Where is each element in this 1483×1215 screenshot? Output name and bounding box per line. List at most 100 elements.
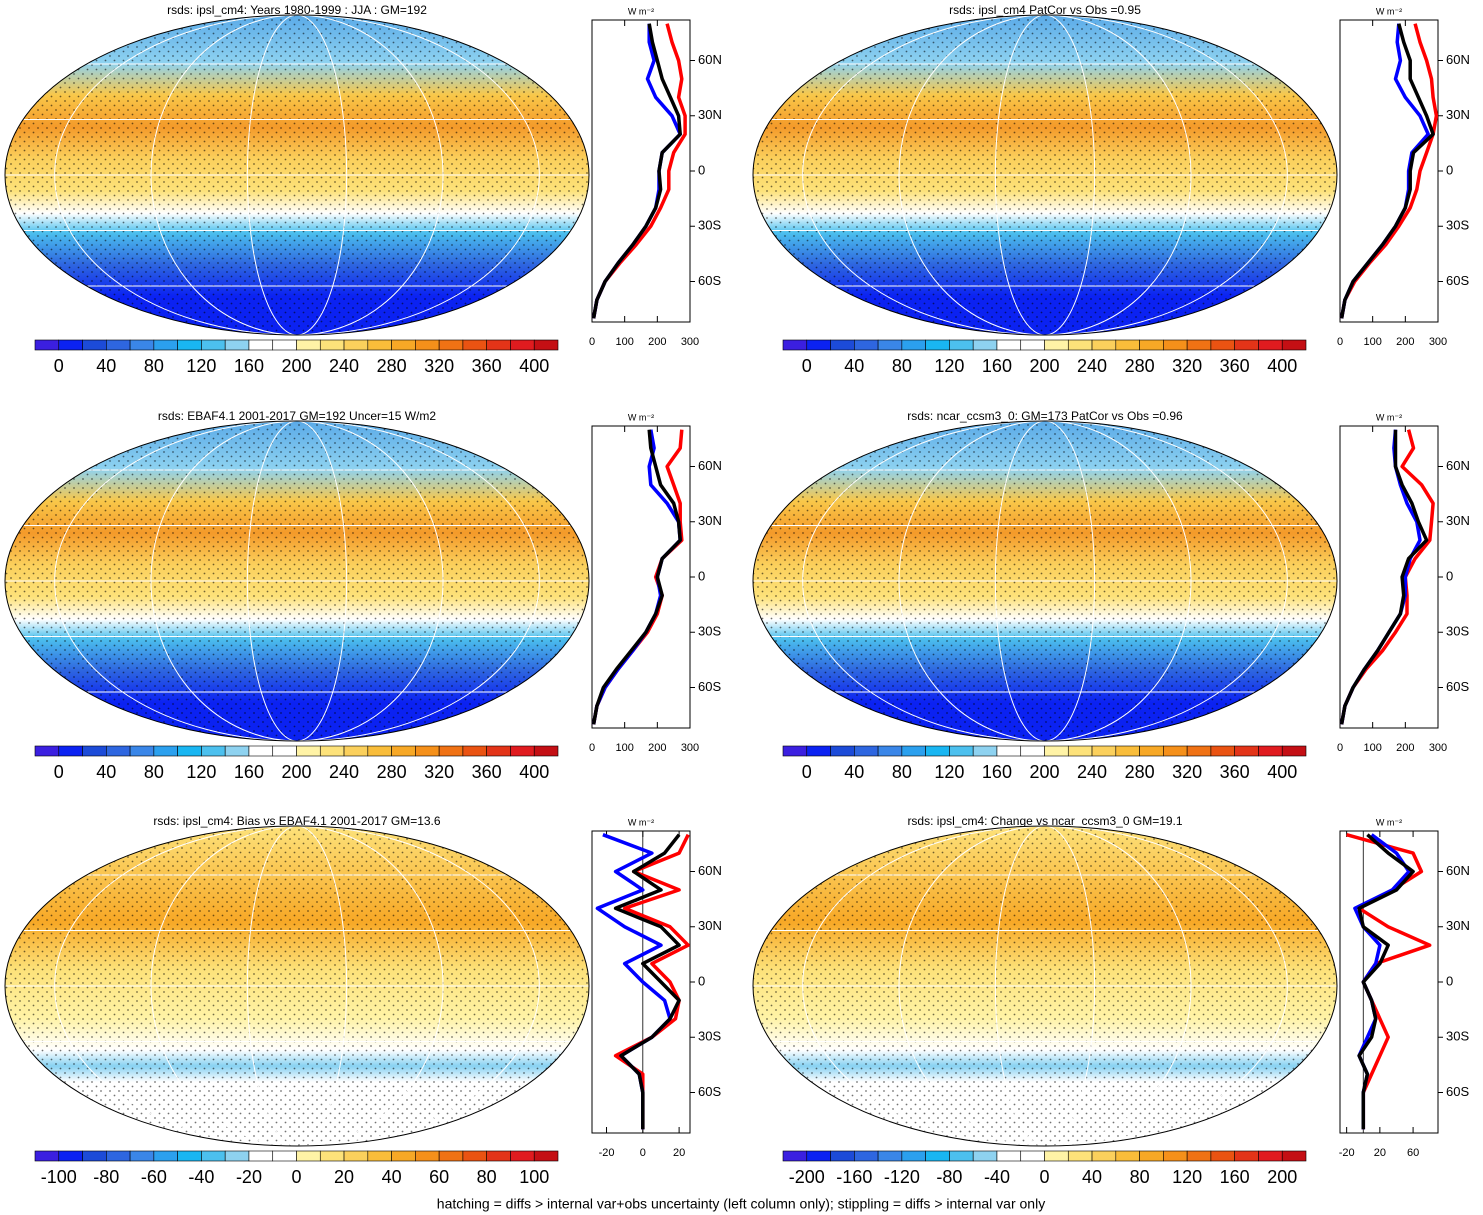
colorbar-box xyxy=(510,1150,535,1162)
colorbar-box xyxy=(1234,745,1259,757)
map xyxy=(5,15,589,335)
x-tick-label: 100 xyxy=(615,742,633,754)
colorbar-box xyxy=(272,1150,297,1162)
zonal-line xyxy=(613,833,681,1130)
colorbar-box xyxy=(1044,1150,1069,1162)
colorbar-box xyxy=(901,339,926,351)
colorbar-label: 80 xyxy=(144,762,164,782)
colorbar-label: 40 xyxy=(382,1167,402,1187)
zonal-line xyxy=(1346,833,1432,1130)
colorbar-label: 360 xyxy=(472,356,502,376)
colorbar-box xyxy=(533,1150,559,1162)
colorbar-label: -40 xyxy=(188,1167,214,1187)
y-tick-label: 0 xyxy=(698,568,705,583)
unit-label: W m⁻² xyxy=(1376,412,1402,422)
colorbar-box xyxy=(1163,1150,1188,1162)
colorbar-label: 120 xyxy=(186,356,216,376)
colorbar-box xyxy=(949,339,974,351)
colorbar-label: 120 xyxy=(1172,1167,1202,1187)
colorbar-box xyxy=(1258,745,1283,757)
colorbar-box xyxy=(1258,339,1283,351)
colorbar-box xyxy=(1186,1150,1212,1162)
colorbar-box xyxy=(34,745,60,757)
colorbar-box xyxy=(925,745,950,757)
colorbar-box xyxy=(415,745,440,757)
colorbar-label: 160 xyxy=(234,762,264,782)
colorbar-label: 0 xyxy=(1039,1167,1049,1187)
x-tick-label: 200 xyxy=(648,742,666,754)
map-border xyxy=(752,825,1338,1147)
x-tick-label: 200 xyxy=(648,336,666,348)
colorbar-label: 80 xyxy=(892,762,912,782)
colorbar-box xyxy=(34,1150,60,1162)
y-tick-label: 30N xyxy=(1446,513,1470,528)
y-tick-label: 60N xyxy=(698,52,722,67)
colorbar-box xyxy=(901,745,926,757)
colorbar-box xyxy=(996,745,1022,757)
colorbar-label: 0 xyxy=(291,1167,301,1187)
panel-title: rsds: ipsl_cm4: Change vs ncar_ccsm3_0 G… xyxy=(907,814,1182,828)
caption: hatching = diffs > internal var+obs unce… xyxy=(437,1196,1045,1212)
colorbar-label: 280 xyxy=(377,356,407,376)
colorbar-box xyxy=(153,745,178,757)
map-border xyxy=(4,420,590,742)
colorbar-box xyxy=(415,339,440,351)
colorbar-label: 20 xyxy=(334,1167,354,1187)
colorbar-label: -160 xyxy=(836,1167,872,1187)
x-tick-label: 100 xyxy=(1363,336,1381,348)
colorbar-box xyxy=(830,339,855,351)
colorbar-box xyxy=(391,339,416,351)
zonal-line xyxy=(591,23,682,319)
colorbar-box xyxy=(106,339,131,351)
graticule xyxy=(898,421,1192,741)
colorbar-box xyxy=(1067,745,1093,757)
colorbar-box xyxy=(296,745,321,757)
colorbar-box xyxy=(1210,339,1235,351)
colorbar-label: 320 xyxy=(424,356,454,376)
colorbar-box xyxy=(949,1150,974,1162)
y-tick-label: 60N xyxy=(1446,863,1470,878)
colorbar-box xyxy=(1186,339,1212,351)
colorbar-box xyxy=(486,745,511,757)
colorbar-label: 60 xyxy=(429,1167,449,1187)
y-tick-label: 30S xyxy=(698,1029,721,1044)
colorbar-box xyxy=(34,339,60,351)
colorbar-box xyxy=(106,1150,131,1162)
colorbar-label: 240 xyxy=(329,762,359,782)
colorbar-box xyxy=(248,745,274,757)
colorbar-box xyxy=(177,1150,202,1162)
colorbar-label: 80 xyxy=(1130,1167,1150,1187)
map xyxy=(753,826,1337,1146)
colorbar-box xyxy=(949,745,974,757)
x-tick-label: 200 xyxy=(1396,742,1414,754)
y-tick-label: 30N xyxy=(1446,107,1470,122)
colorbar-label: 160 xyxy=(1220,1167,1250,1187)
y-tick-label: 30S xyxy=(1446,1029,1469,1044)
y-tick-label: 30S xyxy=(1446,624,1469,639)
colorbar-box xyxy=(177,339,202,351)
colorbar-box xyxy=(272,339,297,351)
colorbar-box xyxy=(319,339,345,351)
y-tick-label: 0 xyxy=(698,162,705,177)
colorbar-label: 0 xyxy=(54,356,64,376)
y-tick-label: 30S xyxy=(698,218,721,233)
panel-title: rsds: ncar_ccsm3_0: GM=173 PatCor vs Obs… xyxy=(907,409,1183,423)
x-tick-label: 0 xyxy=(1337,742,1343,754)
y-tick-label: 0 xyxy=(1446,162,1453,177)
colorbar-box xyxy=(391,1150,416,1162)
x-tick-label: 300 xyxy=(1429,336,1447,348)
colorbar-box xyxy=(462,1150,487,1162)
y-tick-label: 30S xyxy=(1446,218,1469,233)
colorbar-label: 400 xyxy=(1267,762,1297,782)
colorbar-box xyxy=(82,745,107,757)
y-tick-label: 30N xyxy=(1446,918,1470,933)
colorbar-box xyxy=(830,745,855,757)
colorbar-box xyxy=(1234,1150,1259,1162)
colorbar-box xyxy=(58,339,83,351)
y-tick-label: 60S xyxy=(1446,273,1469,288)
map xyxy=(5,826,589,1146)
colorbar-box xyxy=(343,1150,369,1162)
unit-label: W m⁻² xyxy=(1376,817,1402,827)
zonal-line xyxy=(1357,833,1415,1130)
colorbar-box xyxy=(129,1150,155,1162)
